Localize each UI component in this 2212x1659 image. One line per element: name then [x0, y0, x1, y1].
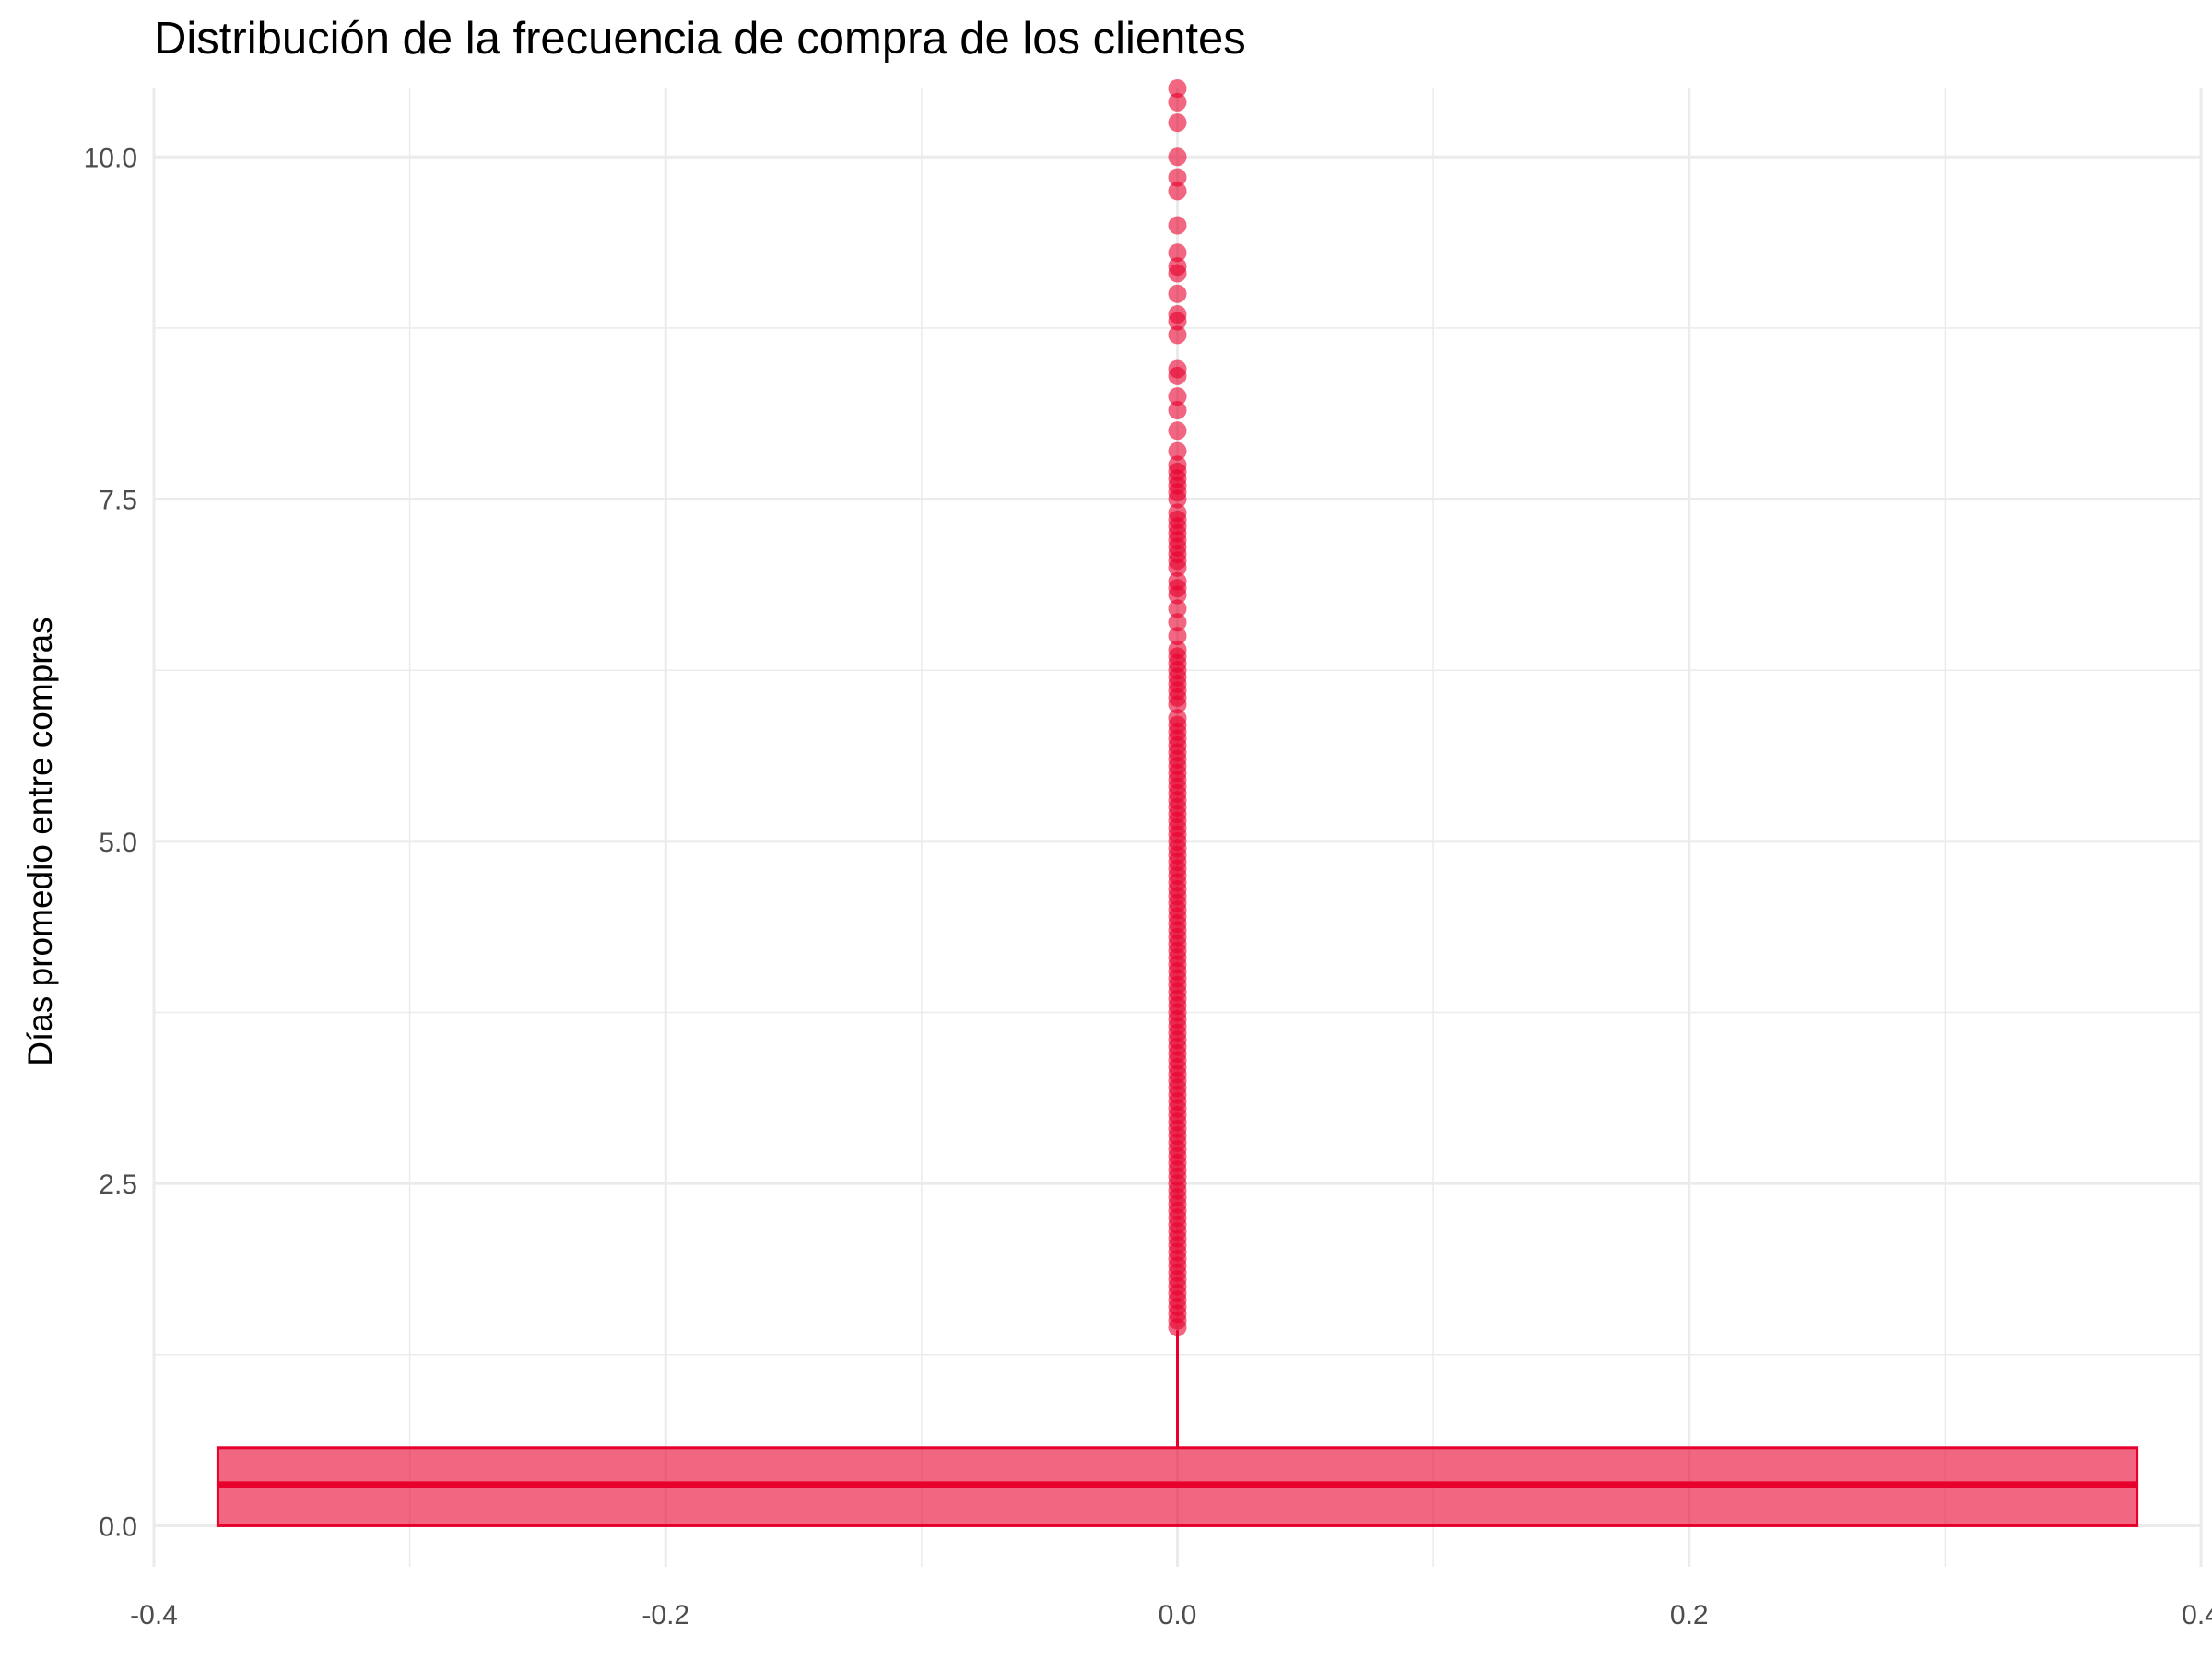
x-tick-label: -0.2 — [641, 1600, 689, 1630]
x-tick-label: 0.2 — [1670, 1600, 1709, 1630]
outlier-point — [1168, 243, 1187, 263]
outlier-point — [1168, 709, 1187, 728]
outlier-point — [1168, 168, 1187, 187]
outlier-point — [1168, 79, 1187, 98]
outlier-point — [1168, 571, 1187, 591]
outlier-point — [1168, 455, 1187, 475]
x-tick-label: 0.4 — [2182, 1600, 2212, 1630]
chart-title: Distribución de la frecuencia de compra … — [154, 14, 1246, 64]
outlier-point — [1168, 613, 1187, 632]
outlier-point — [1168, 359, 1187, 379]
outlier-point — [1168, 284, 1187, 303]
outlier-point — [1168, 147, 1187, 167]
outlier-point — [1168, 401, 1187, 420]
y-tick-label: 2.5 — [99, 1170, 137, 1200]
outlier-point — [1168, 305, 1187, 324]
outlier-point — [1168, 441, 1187, 461]
y-tick-label: 7.5 — [99, 486, 137, 516]
outlier-point — [1168, 421, 1187, 441]
outlier-point — [1168, 503, 1187, 523]
x-tick-label: 0.0 — [1159, 1600, 1197, 1630]
outlier-point — [1168, 182, 1187, 201]
y-tick-label: 10.0 — [84, 143, 137, 173]
outlier-point — [1168, 599, 1187, 618]
x-tick-label: -0.4 — [130, 1600, 178, 1630]
outlier-point — [1168, 216, 1187, 235]
outlier-point — [1168, 92, 1187, 112]
outlier-point — [1168, 387, 1187, 406]
outlier-point — [1168, 627, 1187, 646]
y-tick-label: 5.0 — [99, 828, 137, 858]
outlier-point — [1168, 640, 1187, 659]
outlier-point — [1168, 325, 1187, 345]
outlier-point — [1168, 257, 1187, 276]
outlier-point — [1168, 113, 1187, 133]
y-tick-label: 0.0 — [99, 1512, 137, 1542]
